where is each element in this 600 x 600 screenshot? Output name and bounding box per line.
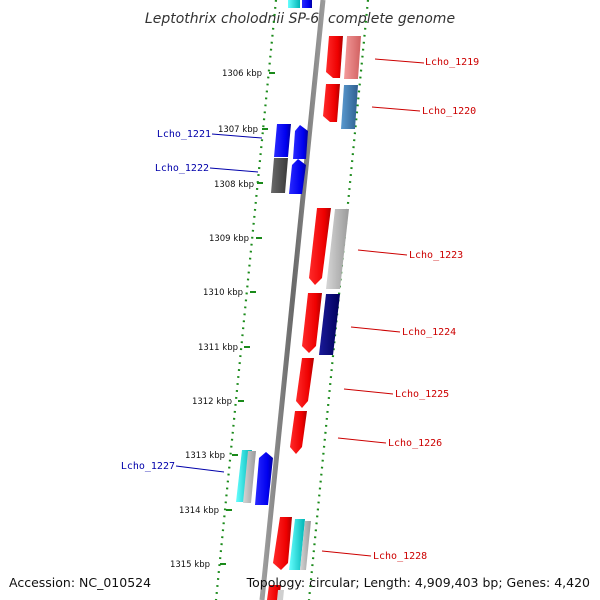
gene-label-lcho-1224[interactable]: Lcho_1224 xyxy=(402,327,456,338)
plus-strand-genes xyxy=(267,36,361,600)
gene-label-lcho-1227[interactable]: Lcho_1227 xyxy=(121,461,175,472)
gene-label-lcho-1221[interactable]: Lcho_1221 xyxy=(157,129,211,140)
tick-marks xyxy=(220,72,275,565)
gene-lcho-1228-feature-gray[interactable] xyxy=(300,521,311,570)
leader-lcho-1222 xyxy=(209,167,259,173)
gene-label-lcho-1222[interactable]: Lcho_1222 xyxy=(155,163,209,174)
gene-label-lcho-1228[interactable]: Lcho_1228 xyxy=(373,551,427,562)
genome-backbone xyxy=(259,0,326,600)
gene-lcho-1224-feature[interactable] xyxy=(319,294,340,355)
gene-lcho-1220-feature[interactable] xyxy=(341,85,358,129)
tick-label: 1311 kbp xyxy=(198,343,238,353)
partial-gene-top-blue xyxy=(302,0,312,8)
gene-lcho-1221[interactable] xyxy=(274,124,291,157)
gene-label-lcho-1223[interactable]: Lcho_1223 xyxy=(409,250,463,261)
tick-label: 1314 kbp xyxy=(179,506,219,516)
gene-lcho-1224[interactable] xyxy=(302,293,322,353)
ruler-ring-left xyxy=(214,0,278,600)
gene-lcho-1220[interactable] xyxy=(323,84,340,122)
tick-label: 1312 kbp xyxy=(192,397,232,407)
partial-gene-top-cyan xyxy=(288,0,300,8)
label-leaders xyxy=(175,58,425,557)
gene-lcho-1223-feature[interactable] xyxy=(326,209,349,289)
leader-lcho-1221 xyxy=(211,133,263,139)
partial-gene-bottom-gray xyxy=(277,590,284,600)
leader-lcho-1219 xyxy=(374,58,425,64)
gene-lcho-1228-feature-cyan[interactable] xyxy=(289,519,305,570)
tick-label: 1315 kbp xyxy=(170,560,210,570)
gene-lcho-1219[interactable] xyxy=(326,36,343,78)
leader-lcho-1223 xyxy=(357,249,408,256)
minus-strand-genes xyxy=(236,124,308,505)
gene-labels: Lcho_1219 Lcho_1220 Lcho_1221 Lcho_1222 … xyxy=(121,57,479,562)
gene-lcho-1219-feature[interactable] xyxy=(344,36,361,79)
gene-lcho-1226[interactable] xyxy=(290,411,307,454)
gene-lcho-1222[interactable] xyxy=(271,158,288,193)
accession-text: Accession: NC_010524 xyxy=(9,575,152,590)
gene-lcho-1223[interactable] xyxy=(309,208,331,285)
gene-lcho-1227[interactable] xyxy=(255,452,273,505)
tick-label: 1309 kbp xyxy=(209,234,249,244)
gene-lcho-1227-feature-gray[interactable] xyxy=(243,451,256,503)
leader-lcho-1228 xyxy=(321,550,372,557)
gene-lcho-1228[interactable] xyxy=(273,517,292,570)
tick-label: 1313 kbp xyxy=(185,451,225,461)
tick-label: 1310 kbp xyxy=(203,288,243,298)
gene-label-lcho-1225[interactable]: Lcho_1225 xyxy=(395,389,449,400)
leader-lcho-1227 xyxy=(175,465,225,473)
leader-lcho-1226 xyxy=(337,437,387,444)
leader-lcho-1225 xyxy=(343,388,394,395)
gene-lcho-1222-arrow[interactable] xyxy=(289,159,306,194)
map-title: Leptothrix cholodnii SP-6, complete geno… xyxy=(145,11,455,27)
gene-label-lcho-1219[interactable]: Lcho_1219 xyxy=(425,57,479,68)
tick-label: 1306 kbp xyxy=(222,69,262,79)
tick-labels: 1306 kbp 1307 kbp 1308 kbp 1309 kbp 1310… xyxy=(170,69,262,570)
leader-lcho-1220 xyxy=(371,106,421,112)
leader-lcho-1224 xyxy=(350,326,401,333)
gene-label-lcho-1226[interactable]: Lcho_1226 xyxy=(388,438,442,449)
gene-label-lcho-1220[interactable]: Lcho_1220 xyxy=(422,106,476,117)
genome-summary-text: Topology: circular; Length: 4,909,403 bp… xyxy=(246,575,590,590)
gene-lcho-1225[interactable] xyxy=(296,358,314,408)
tick-label: 1308 kbp xyxy=(214,180,254,190)
gene-lcho-1221-arrow[interactable] xyxy=(293,125,308,159)
tick-label: 1307 kbp xyxy=(218,125,258,135)
